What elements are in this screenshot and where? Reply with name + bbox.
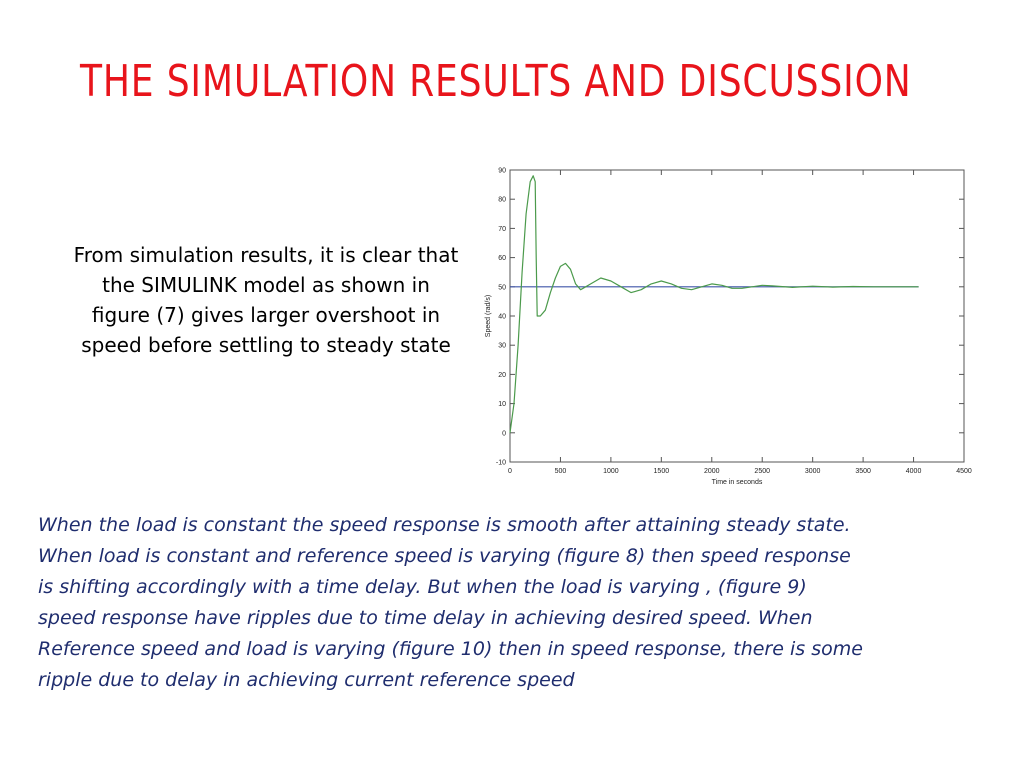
y-tick-label: 80 [498, 197, 506, 204]
y-tick-label: 20 [498, 372, 506, 379]
intro-line: the SIMULINK model as shown in [102, 273, 430, 297]
x-tick-label: 4000 [906, 468, 922, 475]
y-axis-label: Speed (rad/s) [485, 295, 492, 337]
y-tick-label: 30 [498, 343, 506, 350]
y-tick-label: 40 [498, 314, 506, 321]
intro-line: figure (7) gives larger overshoot in [91, 303, 441, 327]
discussion-paragraph: When the load is constant the speed resp… [38, 510, 998, 696]
y-tick-label: 0 [502, 430, 506, 437]
x-tick-label: 2500 [754, 468, 770, 475]
body-line: is shifting accordingly with a time dela… [38, 576, 807, 598]
intro-line: From simulation results, it is clear tha… [73, 243, 459, 267]
body-line: When load is constant and reference spee… [38, 545, 851, 567]
y-tick-label: -10 [496, 460, 506, 467]
intro-line: speed before settling to steady state [81, 333, 451, 357]
body-line: ripple due to delay in achieving current… [38, 669, 575, 691]
page-title: THE SIMULATION RESULTS AND DISCUSSION [80, 56, 912, 107]
x-tick-label: 1500 [654, 468, 670, 475]
body-line: When the load is constant the speed resp… [38, 514, 851, 536]
x-tick-label: 500 [555, 468, 567, 475]
body-line: speed response have ripples due to time … [38, 607, 813, 629]
x-tick-label: 3000 [805, 468, 821, 475]
y-tick-label: 60 [498, 255, 506, 262]
y-tick-label: 70 [498, 226, 506, 233]
intro-paragraph: From simulation results, it is clear tha… [50, 240, 482, 360]
x-tick-label: 4500 [956, 468, 972, 475]
y-tick-label: 10 [498, 401, 506, 408]
speed-response-chart: 0 500 1000 1500 2000 2500 3000 3500 4000 4500-100… [485, 168, 972, 487]
x-tick-label: 0 [508, 468, 512, 475]
speed-response-line [509, 175, 919, 433]
x-tick-label: 2000 [704, 468, 720, 475]
x-axis-label: Time in seconds [712, 479, 763, 486]
x-tick-label: 3500 [855, 468, 871, 475]
x-tick-label: 1000 [603, 468, 619, 475]
body-line: Reference speed and load is varying (fig… [38, 638, 863, 660]
plot-frame [509, 169, 965, 463]
y-tick-label: 50 [498, 284, 506, 291]
y-tick-label: 90 [498, 168, 506, 175]
